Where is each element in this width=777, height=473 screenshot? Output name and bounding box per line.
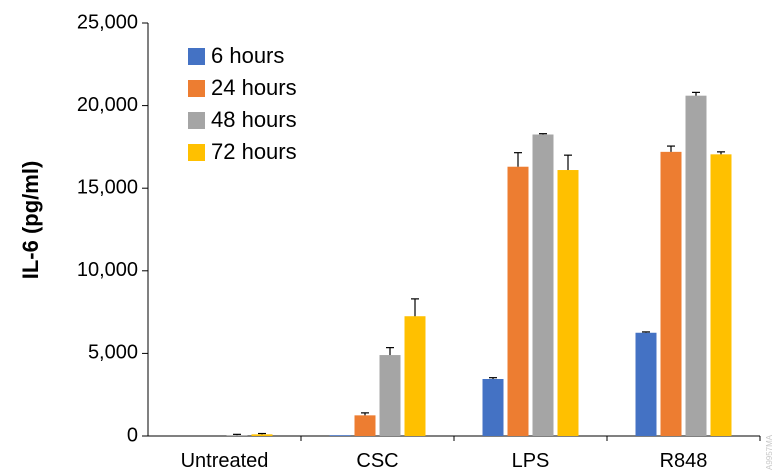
legend-swatch bbox=[188, 80, 205, 97]
legend-label: 48 hours bbox=[211, 107, 297, 132]
bars-group bbox=[226, 95, 732, 437]
y-axis-title: IL-6 (pg/ml) bbox=[18, 161, 43, 280]
bar bbox=[354, 415, 376, 436]
x-category-label: R848 bbox=[660, 450, 708, 472]
bar bbox=[685, 95, 707, 437]
bar bbox=[660, 151, 682, 436]
bar bbox=[379, 355, 401, 436]
bar bbox=[404, 316, 426, 436]
x-category-label: CSC bbox=[356, 450, 398, 472]
y-tick-label: 25,000 bbox=[77, 11, 138, 33]
bar bbox=[507, 166, 529, 436]
error-bars-group bbox=[233, 91, 725, 436]
bar bbox=[532, 134, 554, 436]
category-labels-group: Untreated CSC LPS R848 bbox=[181, 436, 761, 472]
y-tick-label: 15,000 bbox=[77, 176, 138, 198]
y-tick-label: 20,000 bbox=[77, 94, 138, 116]
y-tick-label: 0 bbox=[127, 424, 138, 446]
bar bbox=[226, 435, 248, 436]
bar bbox=[482, 379, 504, 436]
legend: 6 hours 24 hours 48 hours 72 hours bbox=[188, 43, 297, 164]
legend-label: 72 hours bbox=[211, 139, 297, 164]
legend-swatch bbox=[188, 112, 205, 129]
watermark-text: A9957MA bbox=[765, 434, 774, 470]
bar bbox=[635, 332, 657, 436]
bar bbox=[329, 435, 351, 436]
bar bbox=[251, 434, 273, 436]
y-tick-label: 10,000 bbox=[77, 259, 138, 281]
y-tick-group: 0 5,000 10,000 15,000 20,000 25,000 bbox=[77, 11, 148, 446]
bar bbox=[710, 154, 732, 437]
legend-swatch bbox=[188, 144, 205, 161]
legend-swatch bbox=[188, 48, 205, 65]
y-tick-label: 5,000 bbox=[88, 342, 138, 364]
bar bbox=[557, 170, 579, 436]
x-category-label: LPS bbox=[512, 450, 550, 472]
x-category-label: Untreated bbox=[181, 450, 269, 472]
legend-label: 24 hours bbox=[211, 75, 297, 100]
legend-label: 6 hours bbox=[211, 43, 284, 68]
